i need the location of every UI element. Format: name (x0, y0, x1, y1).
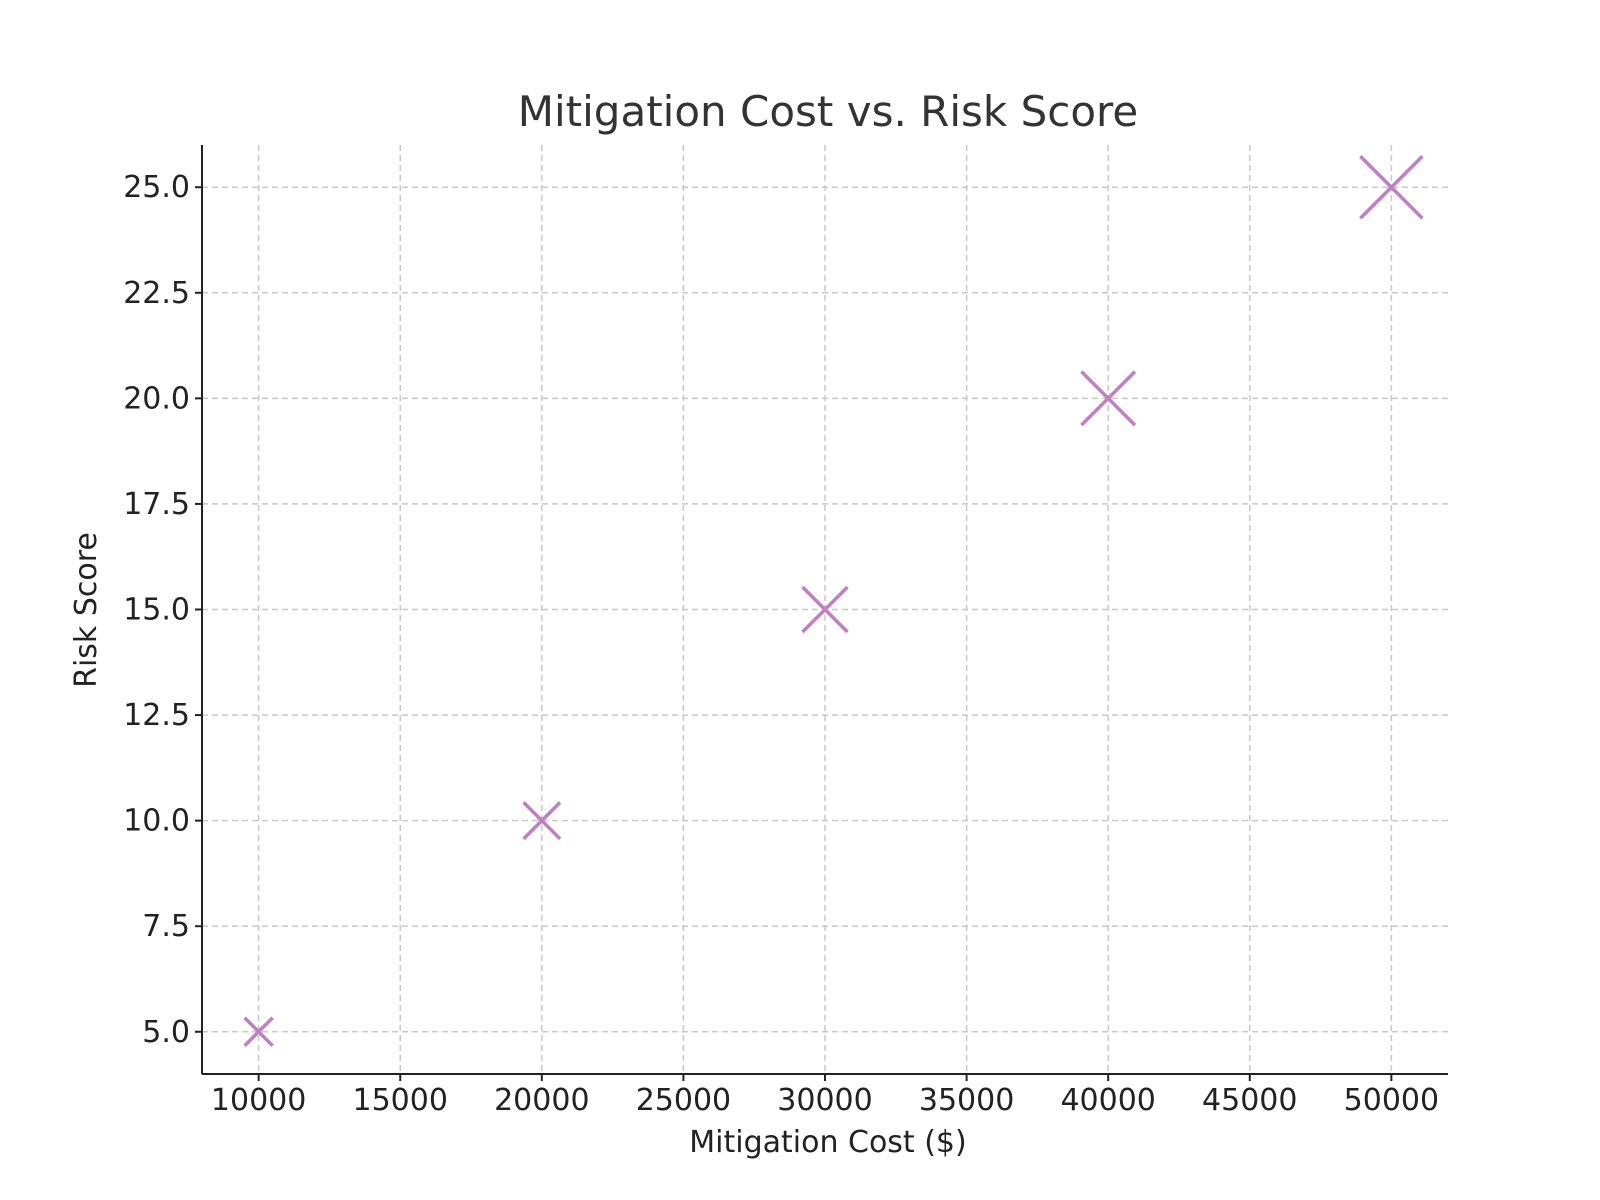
data-point-1 (522, 801, 562, 841)
x-tick-label-6: 40000 (1060, 1083, 1155, 1118)
x-tick-label-8: 50000 (1344, 1083, 1439, 1118)
ticks-layer: 10000 15000 20000 25000 30000 35000 40000 45000… (123, 170, 1439, 1118)
data-point-0 (243, 1016, 274, 1048)
y-tick-label-8: 25.0 (123, 170, 190, 205)
x-tick-label-3: 25000 (636, 1083, 731, 1118)
data-point-3-stroke-b (1080, 370, 1137, 427)
data-point-2-stroke-b (801, 585, 849, 634)
data-point-4 (1359, 154, 1424, 220)
y-tick-label-0: 5.0 (142, 1015, 190, 1050)
x-tick-label-1: 15000 (353, 1083, 448, 1118)
x-axis-label: Mitigation Cost ($) (689, 1125, 966, 1160)
y-tick-label-3: 12.5 (123, 698, 190, 733)
y-tick-label-6: 20.0 (123, 381, 190, 416)
y-tick-label-1: 7.5 (142, 909, 190, 944)
x-tick-label-4: 30000 (777, 1083, 872, 1118)
chart-title: Mitigation Cost vs. Risk Score (518, 87, 1138, 136)
y-tick-label-4: 15.0 (123, 593, 190, 628)
data-point-4-stroke-b (1359, 154, 1424, 220)
y-axis-label: Risk Score (69, 532, 104, 688)
y-tick-label-5: 17.5 (123, 487, 190, 522)
data-point-0-stroke-b (243, 1016, 274, 1048)
x-tick-label-7: 45000 (1202, 1083, 1297, 1118)
data-point-2 (801, 585, 849, 634)
x-tick-label-0: 10000 (211, 1083, 306, 1118)
y-tick-label-7: 22.5 (123, 276, 190, 311)
y-tick-label-2: 10.0 (123, 804, 190, 839)
data-point-3 (1080, 370, 1137, 427)
data-point-1-stroke-b (522, 801, 562, 841)
x-tick-label-2: 20000 (494, 1083, 589, 1118)
points-layer (243, 154, 1424, 1048)
x-tick-label-5: 35000 (919, 1083, 1014, 1118)
